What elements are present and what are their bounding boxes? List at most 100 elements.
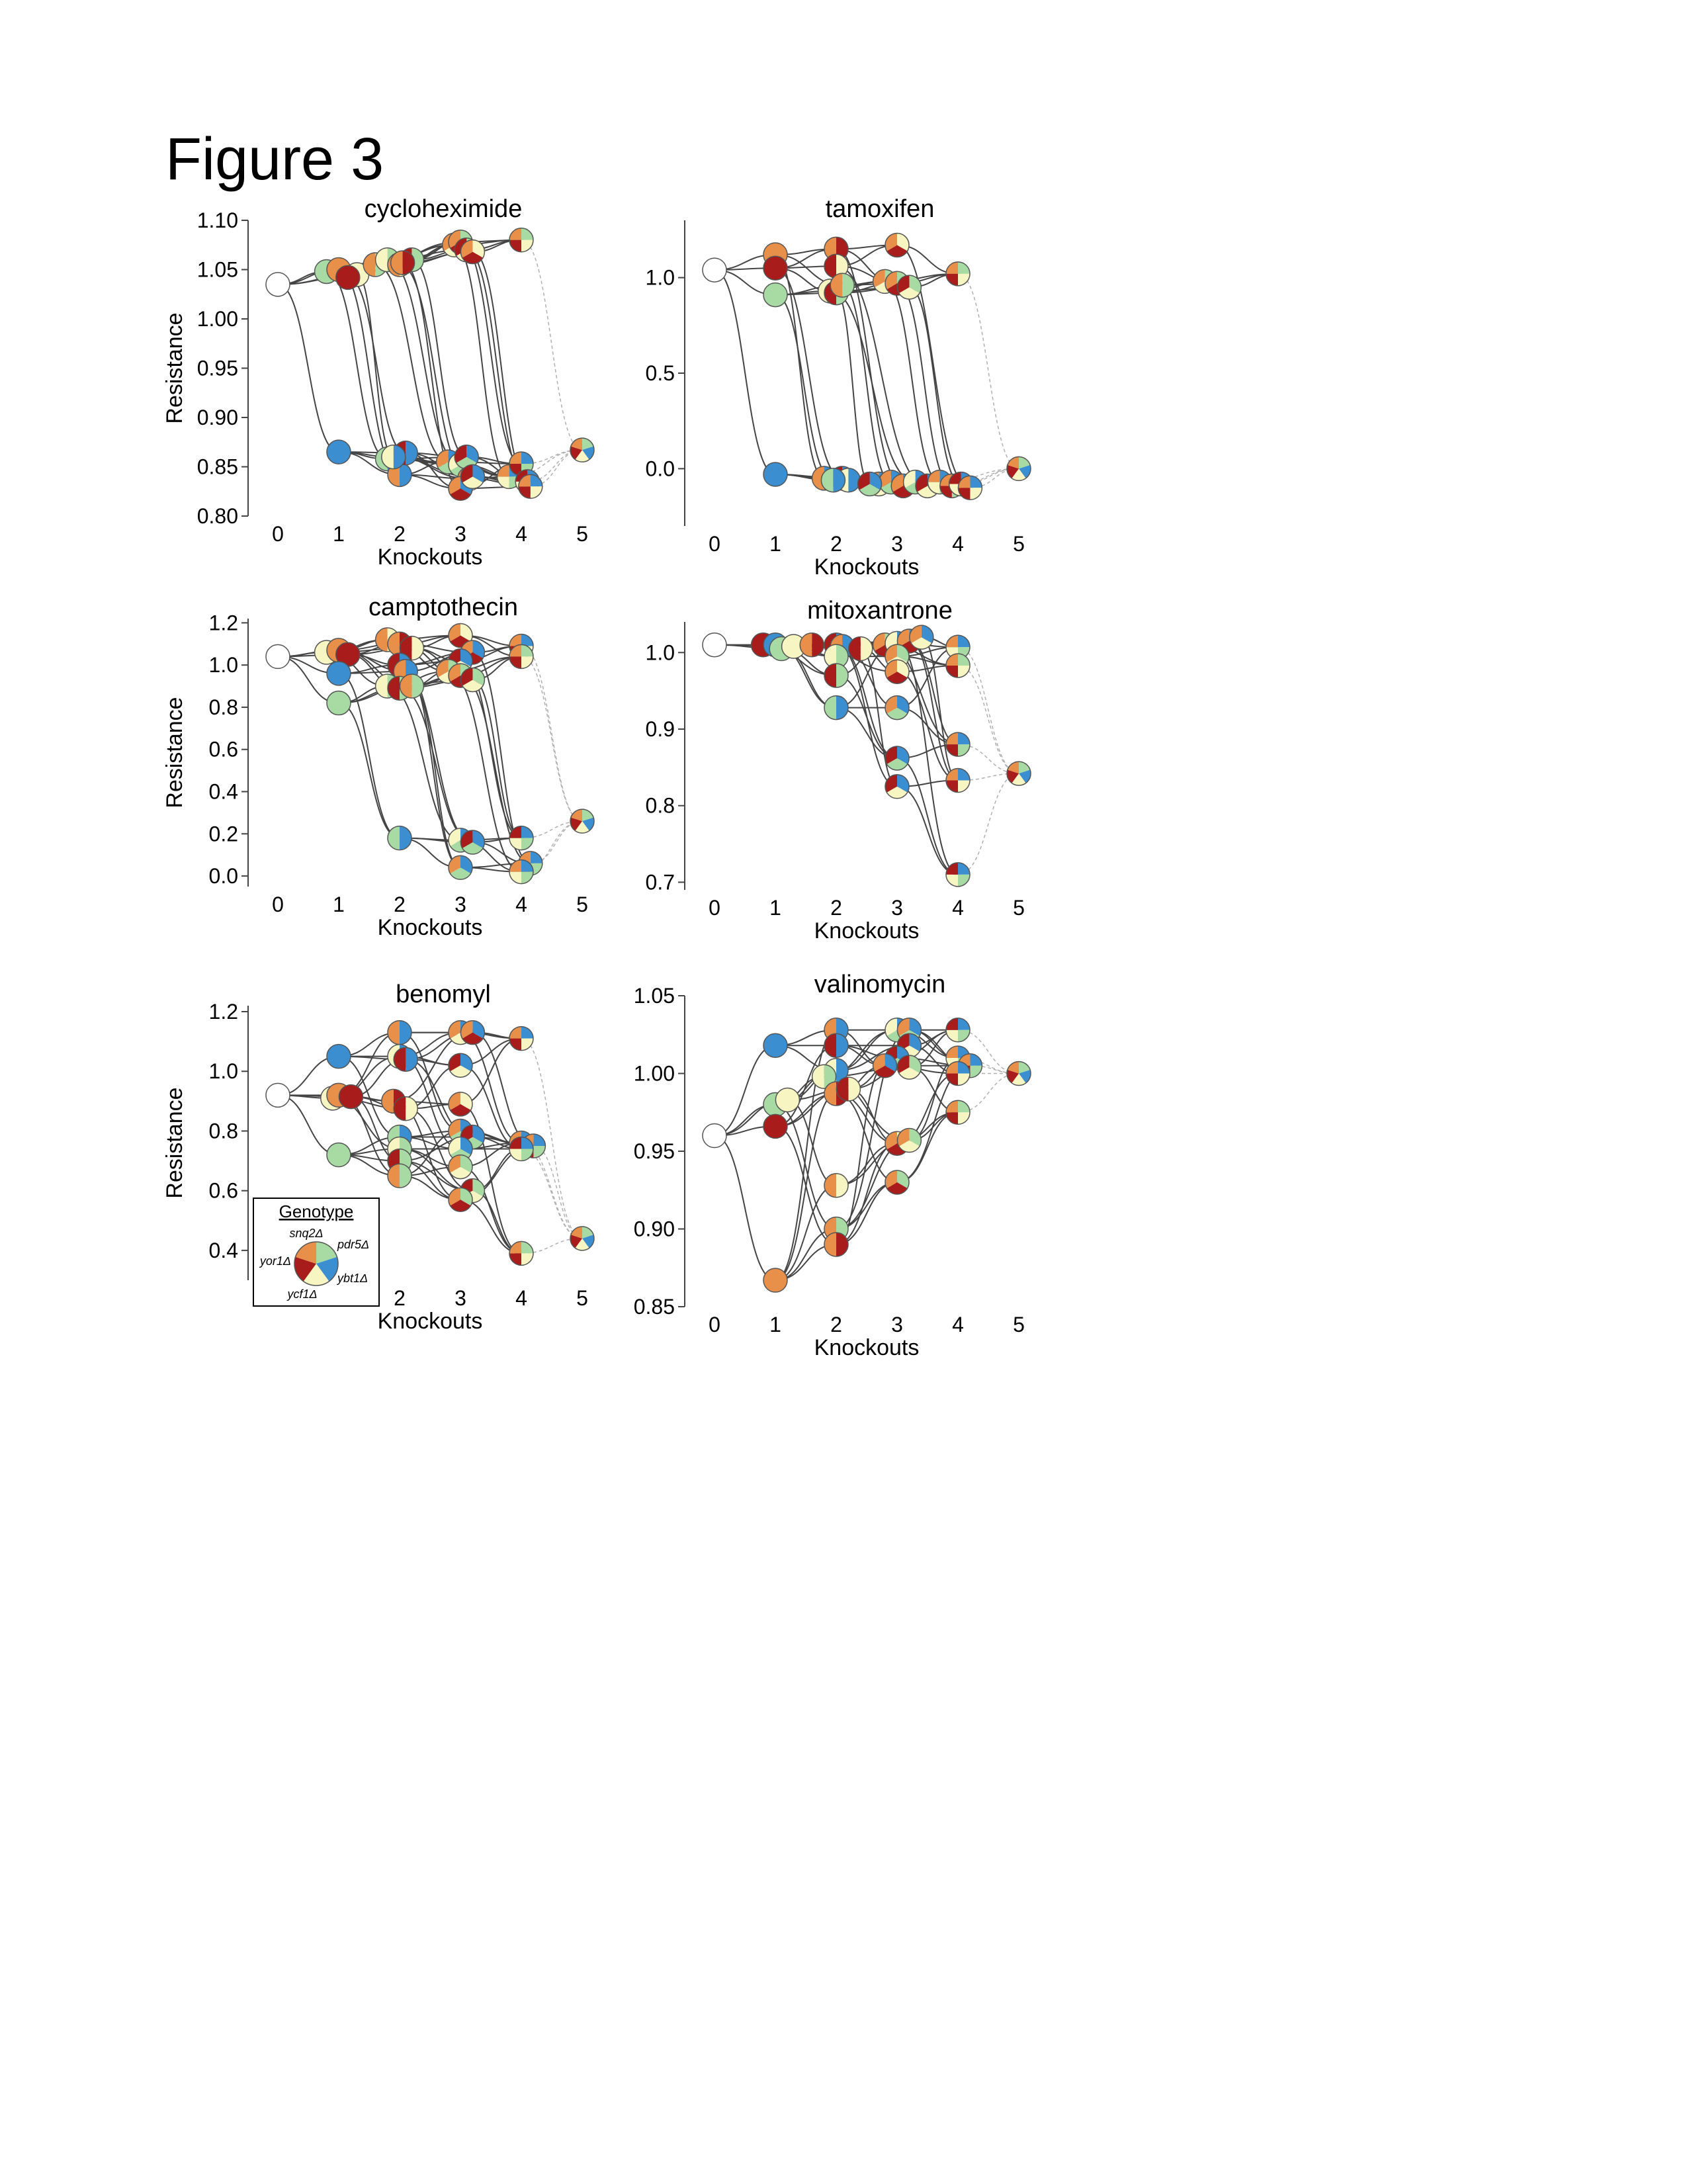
pie-slice [763, 1033, 788, 1058]
pie-outline [1006, 1061, 1031, 1086]
edge [521, 1148, 583, 1239]
pie-slice [509, 634, 521, 646]
x-tick-label: 1 [769, 896, 781, 920]
pie-slice [375, 247, 388, 272]
pie-slice [946, 273, 958, 286]
genotype-node [509, 1241, 534, 1266]
pie-slice [946, 874, 958, 887]
pie-outline [460, 1020, 486, 1045]
pie-slice [946, 261, 958, 274]
pie-slice [521, 1137, 533, 1149]
pie-outline [945, 1061, 971, 1086]
pie-outline [896, 1127, 922, 1153]
x-tick-label: 0 [272, 522, 284, 546]
pie-slice [958, 261, 970, 274]
edge [521, 656, 583, 822]
pie-outline [448, 1092, 473, 1117]
genotype-node [1006, 456, 1031, 482]
genotype-node [399, 674, 425, 699]
pie-slice [812, 633, 824, 657]
genotype-node [857, 471, 883, 497]
edge [411, 259, 467, 458]
pie-slice [824, 1082, 836, 1106]
y-tick-label: 1.00 [197, 307, 238, 331]
pie-outline [885, 774, 910, 799]
pie-slice [887, 245, 908, 257]
pie-outline [945, 1017, 971, 1043]
genotype-node [824, 253, 849, 279]
pie-slice [326, 439, 351, 464]
genotype-node [885, 659, 910, 684]
pie-slice [958, 635, 970, 648]
pie-slice [509, 240, 521, 252]
pie-slice [381, 445, 394, 469]
genotype-node [509, 228, 534, 253]
pie-outline [857, 471, 883, 497]
pie-outline [509, 228, 534, 253]
y-tick-label: 1.2 [209, 611, 238, 634]
y-tick-label: 0.8 [209, 695, 238, 719]
pie-slice [509, 452, 521, 464]
pie-outline [570, 808, 595, 834]
pie-slice [763, 462, 788, 487]
pie-slice [294, 1256, 316, 1282]
y-tick-label: 0.95 [634, 1139, 675, 1163]
edge [357, 273, 394, 458]
panel-camptothecin: 0.0 0.2 0.4 0.6 0.8 1.0 1.2 0 1 2 3 4 5 Knockouts Resi… [162, 593, 595, 940]
edge [521, 240, 583, 451]
genotype-node [820, 467, 846, 493]
y-axis-label: Resistance [162, 697, 187, 808]
x-tick-label: 0 [709, 1313, 720, 1336]
pie-slice [946, 1112, 958, 1125]
pie-outline [381, 444, 406, 470]
pie-slice [1006, 1069, 1019, 1084]
genotype-node [945, 767, 971, 793]
genotype-node [702, 632, 727, 658]
pie-outline [570, 437, 595, 462]
pie-slice [946, 1029, 958, 1042]
pie-outline [799, 632, 824, 658]
genotype-node [872, 1053, 898, 1078]
pie-slice [411, 247, 424, 272]
pie-slice [400, 462, 411, 487]
pie-outline [945, 862, 971, 887]
x-tick-label: 5 [576, 1286, 588, 1310]
pie-outline [448, 1053, 473, 1078]
genotype-node [460, 464, 486, 490]
x-axis-label: Knockouts [814, 554, 920, 580]
edge [338, 702, 400, 839]
pie-slice [521, 1038, 533, 1051]
chart-title: cycloheximide [365, 195, 523, 223]
pie-slice [388, 632, 400, 656]
genotype-node [381, 444, 406, 470]
genotype-node [387, 825, 412, 851]
pie-slice [521, 826, 533, 838]
edge [472, 652, 531, 864]
legend-label-snq2: snq2Δ [289, 1227, 323, 1240]
pie-slice [509, 1137, 521, 1149]
pie-slice [860, 636, 873, 661]
pie-slice [958, 744, 970, 757]
nodes [265, 1020, 595, 1266]
pie-slice [575, 1238, 589, 1250]
y-tick-label: 1.10 [197, 208, 238, 232]
pie-slice [338, 1084, 364, 1110]
figure-title: Figure 3 [165, 126, 384, 193]
edges [714, 636, 1019, 875]
pie-slice [326, 661, 351, 686]
pie-slice [1019, 464, 1031, 478]
pie-slice [911, 637, 932, 650]
genotype-node [570, 808, 595, 834]
y-tick-label: 0.5 [646, 361, 675, 385]
pie-outline [570, 1226, 595, 1251]
pie-outline [460, 667, 486, 693]
y-axis-label: Resistance [162, 1087, 187, 1198]
pie-slice [958, 874, 970, 887]
pie-slice [887, 786, 908, 799]
pie-outline [509, 1241, 534, 1266]
genotype-node [265, 1082, 290, 1108]
genotype-node [460, 1020, 486, 1045]
genotype-node [518, 474, 543, 500]
pie-outline [824, 1172, 849, 1198]
pie-slice [265, 1082, 290, 1108]
